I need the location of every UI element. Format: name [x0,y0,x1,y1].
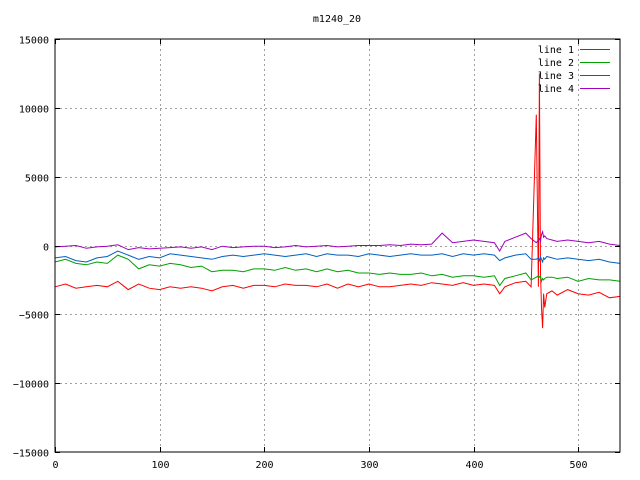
plot-frame [54,38,621,453]
series-line-2 [54,254,621,287]
y-tick-label: −15000 [13,449,49,460]
chart-title: m1240_20 [313,14,361,25]
axis-ticks: 0 100 200 300 400 500 −15000 −10000 −5000 0 5000 10… [13,36,620,471]
y-tick-label: 5000 [25,174,49,185]
y-tick-label: 0 [43,243,49,254]
x-tick-label: 500 [569,460,587,471]
y-tick-label: −10000 [13,380,49,391]
y-tick-label: 15000 [19,36,49,47]
legend: line 1 line 2 line 3 line 4 [538,45,610,95]
series-lines [54,73,621,329]
x-tick-label: 200 [255,460,273,471]
x-tick-label: 300 [360,460,378,471]
grid-lines [55,39,620,452]
y-tick-label: 10000 [19,105,49,116]
x-tick-label: 0 [52,460,58,471]
y-tick-label: −5000 [19,311,49,322]
series-line-4 [54,229,621,252]
series-line-1 [54,73,621,329]
series-line-3 [54,250,621,264]
legend-label-4: line 4 [538,84,574,95]
legend-label-2: line 2 [538,58,574,69]
legend-label-1: line 1 [538,45,574,56]
x-tick-label: 400 [465,460,483,471]
legend-label-3: line 3 [538,71,574,82]
x-tick-label: 100 [151,460,169,471]
